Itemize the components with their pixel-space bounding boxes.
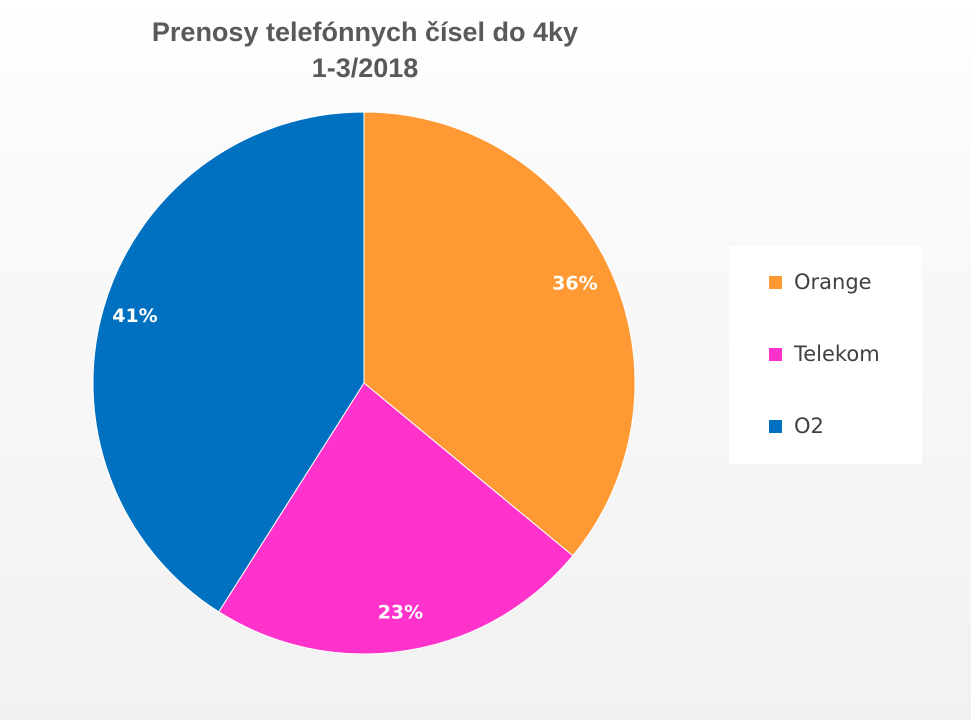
pie-slice-orange — [363, 111, 636, 557]
chart-title: Prenosy telefónnych čísel do 4ky 1-3/201… — [60, 14, 670, 86]
legend-label-telekom: Telekom — [794, 342, 880, 366]
legend-swatch-o2 — [769, 419, 782, 433]
data-label-telekom: 23% — [378, 602, 423, 624]
legend-swatch-telekom — [769, 347, 782, 361]
legend-label-o2: O2 — [794, 414, 824, 438]
legend-swatch-orange — [769, 275, 782, 289]
data-label-o2: 41% — [112, 305, 157, 327]
legend-item-telekom: Telekom — [769, 339, 880, 369]
chart-title-line1: Prenosy telefónnych čísel do 4ky — [151, 17, 579, 47]
legend: Orange Telekom O2 — [729, 246, 922, 464]
legend-label-orange: Orange — [794, 270, 872, 294]
legend-item-orange: Orange — [769, 267, 872, 297]
pie-slice-telekom — [218, 382, 574, 655]
legend-item-o2: O2 — [769, 411, 824, 441]
data-label-orange: 36% — [552, 272, 597, 294]
pie-slice-o2 — [92, 111, 365, 613]
chart-subtitle: 1-3/2018 — [311, 53, 419, 83]
